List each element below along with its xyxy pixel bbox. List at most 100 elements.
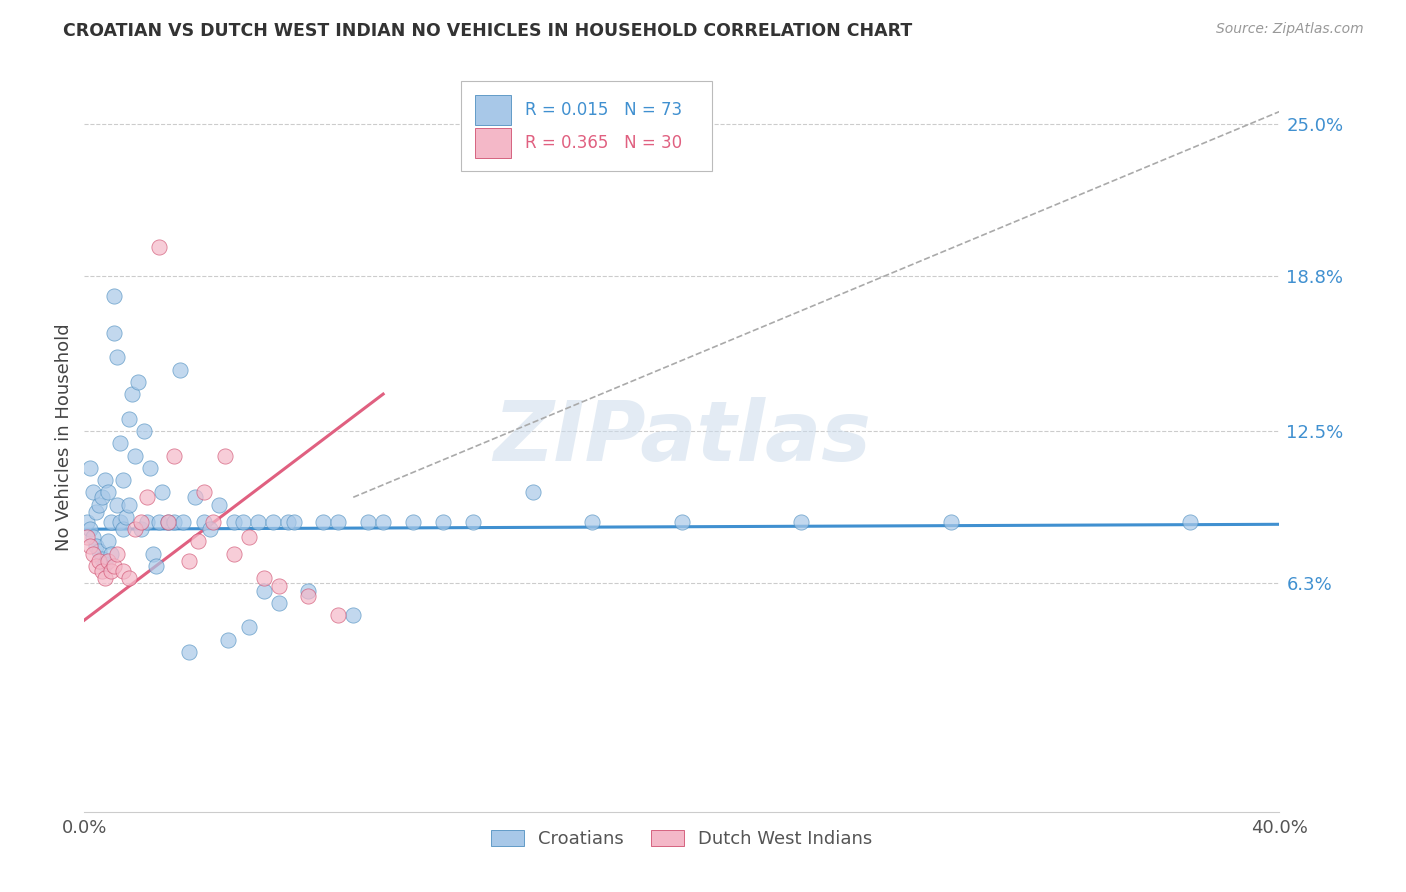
Point	[100, 547, 122, 561]
Point	[118, 498, 141, 512]
Point	[86, 559, 108, 574]
Point	[89, 544, 111, 558]
Point	[150, 485, 173, 500]
Y-axis label: No Vehicles in Household: No Vehicles in Household	[55, 323, 73, 551]
Text: ZIPatlas: ZIPatlas	[494, 397, 870, 477]
Point	[373, 515, 395, 529]
Point	[118, 571, 141, 585]
Text: R = 0.365   N = 30: R = 0.365 N = 30	[526, 134, 682, 152]
Point	[581, 515, 603, 529]
Point	[139, 460, 162, 475]
FancyBboxPatch shape	[475, 128, 510, 158]
Point	[118, 411, 141, 425]
Point	[129, 522, 152, 536]
Point	[198, 522, 221, 536]
Point	[193, 515, 215, 529]
Point	[253, 571, 276, 585]
Point	[222, 515, 245, 529]
Point	[201, 515, 224, 529]
Point	[238, 620, 260, 634]
Point	[253, 583, 276, 598]
Point	[105, 498, 128, 512]
Point	[214, 449, 236, 463]
Point	[105, 350, 128, 364]
Legend: Croatians, Dutch West Indians: Croatians, Dutch West Indians	[484, 822, 880, 855]
Point	[121, 387, 143, 401]
Point	[112, 564, 135, 578]
Point	[267, 579, 290, 593]
Point	[103, 559, 125, 574]
Point	[1178, 515, 1201, 529]
Point	[277, 515, 299, 529]
Point	[94, 473, 117, 487]
Point	[124, 522, 146, 536]
Point	[110, 515, 132, 529]
Point	[157, 515, 180, 529]
Point	[193, 485, 215, 500]
Point	[100, 515, 122, 529]
Point	[172, 515, 194, 529]
Point	[79, 522, 101, 536]
Point	[112, 473, 135, 487]
Point	[357, 515, 380, 529]
Point	[86, 505, 108, 519]
Point	[82, 485, 104, 500]
Point	[136, 490, 159, 504]
Point	[402, 515, 425, 529]
Point	[163, 515, 186, 529]
Point	[82, 547, 104, 561]
Point	[217, 632, 239, 647]
Point	[283, 515, 305, 529]
Point	[124, 449, 146, 463]
Point	[105, 547, 128, 561]
Point	[297, 583, 319, 598]
Point	[79, 540, 101, 554]
Point	[76, 515, 98, 529]
Point	[97, 534, 120, 549]
Point	[461, 515, 484, 529]
Point	[177, 554, 200, 568]
Point	[94, 557, 117, 571]
Point	[238, 530, 260, 544]
Point	[328, 608, 350, 623]
Point	[103, 289, 125, 303]
Point	[522, 485, 544, 500]
Point	[112, 522, 135, 536]
Point	[177, 645, 200, 659]
Point	[97, 485, 120, 500]
Point	[222, 547, 245, 561]
Point	[89, 498, 111, 512]
Text: Source: ZipAtlas.com: Source: ZipAtlas.com	[1216, 22, 1364, 37]
Point	[671, 515, 693, 529]
Point	[89, 554, 111, 568]
Text: CROATIAN VS DUTCH WEST INDIAN NO VEHICLES IN HOUSEHOLD CORRELATION CHART: CROATIAN VS DUTCH WEST INDIAN NO VEHICLE…	[63, 22, 912, 40]
Point	[110, 436, 132, 450]
Point	[100, 564, 122, 578]
Point	[94, 571, 117, 585]
Point	[86, 540, 108, 554]
Point	[312, 515, 335, 529]
Point	[142, 547, 165, 561]
Point	[91, 490, 114, 504]
Point	[148, 515, 170, 529]
Point	[163, 449, 186, 463]
Point	[97, 554, 120, 568]
Point	[145, 559, 167, 574]
Point	[297, 589, 319, 603]
Point	[132, 424, 156, 438]
Point	[103, 326, 125, 340]
Point	[127, 375, 149, 389]
Point	[184, 490, 207, 504]
Point	[187, 534, 209, 549]
Text: R = 0.015   N = 73: R = 0.015 N = 73	[526, 101, 682, 119]
Point	[129, 515, 152, 529]
Point	[115, 510, 138, 524]
Point	[148, 240, 170, 254]
Point	[91, 551, 114, 566]
Point	[91, 564, 114, 578]
Point	[208, 498, 231, 512]
Point	[82, 530, 104, 544]
Point	[79, 460, 101, 475]
Point	[939, 515, 962, 529]
FancyBboxPatch shape	[461, 81, 711, 171]
